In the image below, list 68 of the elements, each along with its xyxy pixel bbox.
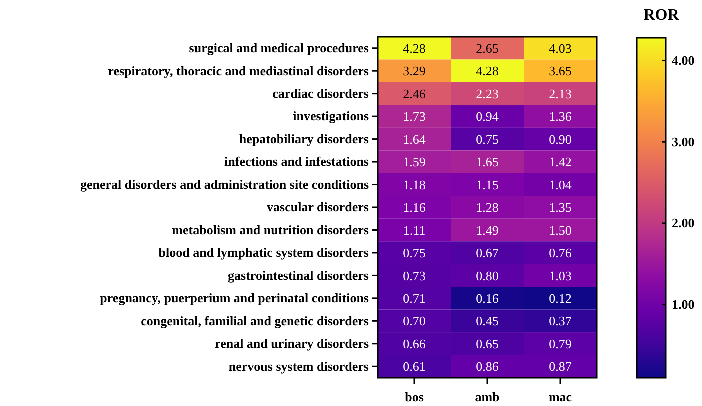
y-tick-label: pregnancy, puerperium and perinatal conditions [100, 290, 369, 306]
data-label: 3.65 [549, 64, 572, 79]
data-label: 0.94 [476, 109, 500, 124]
data-label: 4.28 [403, 40, 426, 56]
color-bar-label: 1.00 [672, 296, 695, 312]
y-tick-label: cardiac disorders [272, 86, 369, 101]
data-label: 1.28 [476, 200, 499, 216]
x-tick-label: bos [405, 389, 424, 404]
y-tick-label: nervous system disorders [228, 358, 369, 374]
data-label: 4.28 [476, 64, 499, 79]
y-tick-label: surgical and medical procedures [189, 40, 369, 56]
data-label: 1.42 [549, 154, 572, 170]
data-label: 2.13 [549, 86, 572, 102]
data-label: 0.80 [476, 268, 499, 284]
y-tick-label: renal and urinary disorders [215, 336, 369, 352]
data-label: 0.90 [549, 132, 572, 147]
data-label: 1.59 [403, 154, 426, 170]
y-tick-label: gastrointestinal disorders [228, 268, 369, 283]
data-label: 3.29 [403, 64, 426, 79]
data-label: 0.70 [403, 314, 426, 329]
data-label: 0.79 [549, 336, 572, 352]
data-label: 0.65 [476, 336, 499, 352]
data-label: 1.18 [403, 177, 426, 192]
data-label: 0.76 [549, 246, 572, 261]
y-tick-label: infections and infestations [224, 154, 369, 170]
data-label: 1.35 [549, 200, 572, 216]
color-bar-label: 4.00 [672, 52, 695, 68]
y-tick-label: investigations [293, 108, 369, 124]
color-bar-label: 3.00 [672, 134, 695, 150]
data-label: 2.23 [476, 86, 499, 102]
data-label: 0.73 [403, 268, 426, 284]
y-tick-label: general disorders and administration site conditions [80, 176, 369, 192]
data-label: 2.65 [476, 40, 499, 56]
y-tick-label: congenital, familial and genetic disorders [141, 313, 369, 328]
data-label: 0.86 [476, 359, 500, 374]
data-label: 0.71 [403, 290, 426, 306]
data-label: 0.66 [403, 336, 426, 352]
x-tick-label: mac [548, 389, 572, 404]
color-bar-title: ROR [644, 7, 680, 24]
data-label: 1.16 [403, 200, 426, 216]
data-label: 1.11 [403, 222, 426, 238]
data-label: 0.67 [476, 246, 500, 261]
data-label: 0.75 [403, 246, 426, 261]
x-tick-label: amb [475, 389, 500, 404]
y-tick-label: metabolism and nutrition disorders [172, 222, 369, 238]
data-label: 1.36 [549, 109, 572, 124]
y-tick-label: blood and lymphatic system disorders [158, 245, 369, 260]
data-label: 0.45 [476, 314, 499, 329]
data-label: 1.04 [549, 177, 572, 192]
data-label: 1.65 [476, 154, 499, 170]
data-label: 1.49 [476, 222, 499, 238]
y-tick-label: vascular disorders [267, 200, 369, 215]
color-bar-label: 2.00 [672, 216, 695, 231]
data-label: 0.87 [549, 359, 572, 374]
data-label: 0.12 [549, 290, 572, 306]
data-label: 0.16 [476, 290, 500, 306]
data-label: 2.46 [403, 86, 426, 102]
data-label: 1.73 [403, 109, 426, 124]
y-tick-label: respiratory, thoracic and mediastinal disorders [108, 63, 369, 78]
data-label: 4.03 [549, 40, 572, 56]
data-label: 1.03 [549, 268, 572, 284]
data-label: 1.64 [403, 132, 426, 147]
data-label: 0.37 [549, 314, 572, 329]
data-label: 0.75 [476, 132, 499, 147]
data-label: 0.61 [403, 359, 426, 374]
y-tick-label: hepatobiliary disorders [239, 131, 369, 146]
data-label: 1.15 [476, 177, 499, 192]
data-label: 1.50 [549, 222, 572, 238]
